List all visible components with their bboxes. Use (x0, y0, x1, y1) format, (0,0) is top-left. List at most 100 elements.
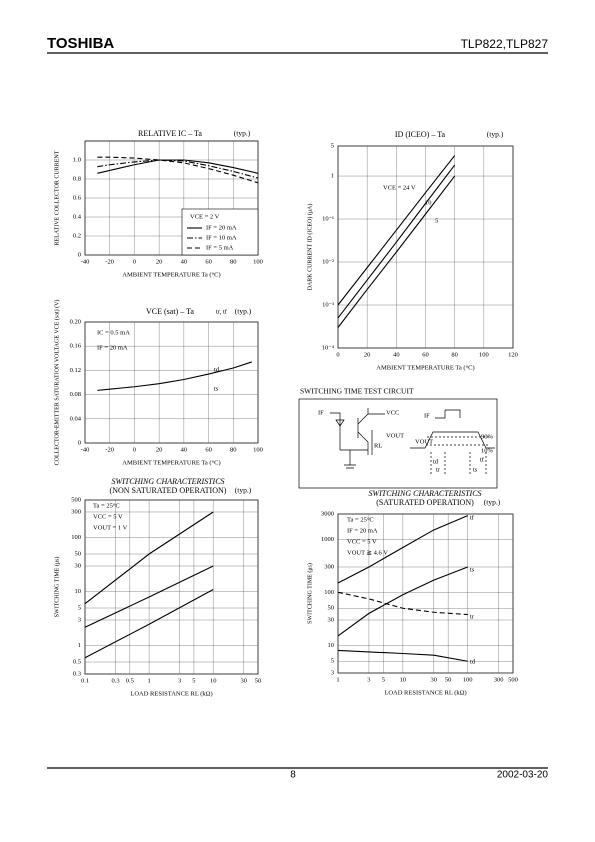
chart-title: VCE (sat) – Ta (146, 307, 194, 316)
date: 2002-03-20 (497, 770, 549, 781)
series-label: td (214, 366, 220, 373)
x-tick-label: 1 (336, 676, 339, 683)
y-axis-label: RELATIVE COLLECTOR CURRENT (54, 150, 60, 245)
circuit-label: ts (473, 466, 478, 473)
data-line (337, 566, 468, 637)
series-label: VCE = 24 V (383, 184, 416, 191)
y-tick-label: 10 (75, 588, 82, 595)
y-tick-label: 0.8 (73, 175, 81, 182)
y-tick-label: 0 (78, 251, 81, 258)
x-tick-label: 5 (382, 676, 385, 683)
x-tick-label: 120 (508, 351, 518, 358)
chart-title: ID (ICEO) – Ta (395, 130, 446, 139)
x-tick-label: 40 (181, 258, 188, 265)
y-tick-label: 0.20 (70, 318, 81, 325)
circuit-label: VOUT (386, 432, 404, 439)
y-tick-label: 0.4 (73, 213, 82, 220)
annotation: VOUT ≧ 4.6 V (347, 549, 388, 556)
part-number: TLP822,TLP827 (461, 37, 549, 51)
data-line (337, 155, 456, 306)
y-tick-label: 30 (328, 616, 335, 623)
y-tick-label: 10 (328, 642, 335, 649)
chart-title: SWITCHING CHARACTERISTICS (111, 477, 224, 486)
x-tick-label: 30 (241, 677, 248, 684)
x-tick-label: 80 (230, 446, 237, 453)
data-line (337, 515, 468, 584)
x-tick-label: 100 (253, 446, 263, 453)
y-tick-label: 1 (78, 642, 81, 649)
y-tick-label: 100 (324, 589, 334, 596)
series-label: td (470, 658, 476, 665)
data-line (84, 565, 214, 628)
x-tick-label: 60 (205, 258, 212, 265)
data-line (97, 361, 252, 391)
annotation: IF = 20 mA (97, 344, 128, 351)
chart: -40 -20 0 20 40 60 80 100 0 0.2 0.4 0.6 0.8 1.0 RELATI… (54, 129, 263, 279)
x-tick-label: 60 (422, 351, 429, 358)
circuit-label: 90% (481, 433, 494, 440)
y-tick-label: 3000 (321, 510, 334, 517)
y-tick-label: 0.08 (70, 391, 81, 398)
x-tick-label: 80 (230, 258, 237, 265)
x-tick-label: 50 (255, 677, 262, 684)
annotation: VCC = 5 V (347, 538, 377, 545)
y-tick-label: 300 (324, 563, 334, 570)
data-line (97, 156, 259, 184)
x-tick-label: 30 (431, 676, 438, 683)
x-tick-label: 1 (147, 677, 150, 684)
x-tick-label: 20 (156, 258, 163, 265)
y-axis-label: SWITCHING TIME (μs) (306, 563, 313, 624)
led-symbol (330, 412, 356, 469)
data-line (337, 591, 468, 616)
data-line (84, 589, 214, 659)
x-tick-label: 0 (133, 446, 136, 453)
y-tick-label: 10⁻³ (322, 301, 334, 308)
brand: TOSHIBA (47, 35, 114, 52)
y-tick-label: 100 (71, 534, 81, 541)
circuit-label: 10% (481, 447, 494, 454)
x-tick-label: 20 (156, 446, 163, 453)
circuit-label: tf (480, 456, 485, 463)
chart-title: RELATIVE IC – Ta (138, 129, 202, 138)
x-tick-label: 100 (253, 258, 263, 265)
annotation: VCC = 5 V (93, 513, 123, 520)
data-line (337, 649, 468, 662)
chart-note: (typ.) (484, 498, 501, 507)
series-label: ts (470, 566, 475, 573)
series-label: 10 (425, 199, 432, 206)
x-tick-label: 3 (178, 677, 181, 684)
x-tick-label: 10 (210, 677, 217, 684)
y-tick-label: 0.04 (70, 415, 82, 422)
x-tick-label: 10 (400, 676, 407, 683)
x-tick-label: 100 (479, 351, 489, 358)
data-line (337, 164, 456, 319)
series-label: 5 (435, 217, 438, 224)
y-axis-label: COLLECTOR-EMITTER SATURATION VOLTAGE VCE… (53, 300, 60, 466)
x-tick-label: 40 (181, 446, 188, 453)
y-tick-label: 50 (75, 550, 82, 557)
chart-title: SWITCHING CHARACTERISTICS (368, 489, 481, 498)
x-axis-label: AMBIENT TEMPERATURE Ta (°C) (376, 364, 474, 371)
y-tick-label: 0.16 (70, 343, 82, 350)
x-axis-label: LOAD RESISTANCE RL (kΩ) (130, 690, 212, 697)
x-tick-label: 50 (445, 676, 452, 683)
chart-subtitle: (SATURATED OPERATION) (376, 498, 474, 507)
y-tick-label: 1 (331, 173, 334, 180)
timing-guides (426, 436, 490, 475)
x-tick-label: -20 (105, 446, 114, 453)
x-tick-label: 0.3 (112, 677, 120, 684)
annotation: Ta = 25°C (93, 502, 120, 509)
y-tick-label: 1.0 (73, 156, 81, 163)
x-tick-label: -20 (105, 258, 114, 265)
legend-box (181, 208, 259, 256)
series-label: tf (470, 514, 475, 521)
x-tick-label: 5 (192, 677, 195, 684)
x-tick-label: -40 (81, 446, 90, 453)
y-tick-label: 3 (78, 616, 81, 623)
x-tick-label: -40 (81, 258, 90, 265)
y-tick-label: 30 (75, 562, 82, 569)
y-tick-label: 5 (78, 604, 81, 611)
y-tick-label: 10⁻² (322, 259, 334, 266)
